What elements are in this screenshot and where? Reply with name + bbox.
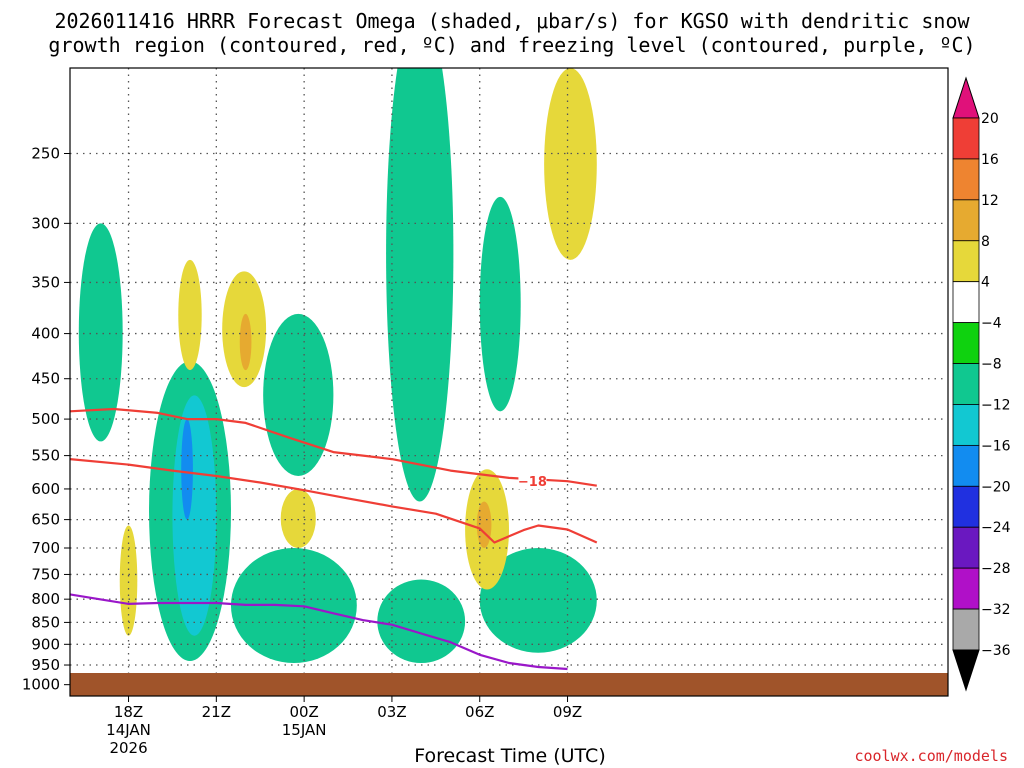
colorbar-band-5 [952, 281, 980, 324]
colorbar-label-4: 4 [981, 275, 990, 291]
contour-label-1: −18 [518, 475, 547, 490]
ytick-label-350: 350 [31, 273, 60, 291]
colorbar-band-13 [952, 608, 980, 651]
ytick-label-500: 500 [31, 410, 60, 428]
xtick-date-15JAN: 15JAN [282, 721, 327, 739]
contour-layer: −18 [70, 407, 598, 671]
colorbar: 20 16 12 8 4 −4 −8 −12 −16 −20 −24 −28 −32 −36 [952, 76, 1011, 692]
contour-line-1 [70, 458, 598, 544]
ytick-label-950: 950 [31, 656, 60, 674]
colorbar-band-4 [952, 240, 980, 283]
colorbar-label-1: 16 [981, 152, 999, 168]
omega-region-6 [377, 579, 466, 663]
colorbar-label-12: −32 [981, 602, 1011, 618]
ytick-label-850: 850 [31, 613, 60, 631]
contour-label-bg-1 [518, 473, 547, 490]
ytick-label-600: 600 [31, 480, 60, 498]
omega-region-9 [181, 419, 193, 520]
ytick-label-1000: 1000 [22, 676, 60, 694]
colorbar-label-8: −16 [981, 438, 1011, 454]
colorbar-band-2 [952, 158, 980, 201]
omega-region-17 [280, 488, 316, 549]
colorbar-bottom-arrow [952, 649, 980, 692]
colorbar-label-5: −4 [981, 316, 1002, 332]
colorbar-band-11 [952, 526, 980, 569]
colorbar-band-7 [952, 363, 980, 405]
colorbar-band-9 [952, 444, 980, 487]
contour-line-2 [70, 593, 568, 671]
ytick-label-800: 800 [31, 590, 60, 608]
ytick-label-400: 400 [31, 325, 60, 343]
colorbar-label-10: −24 [981, 520, 1011, 536]
xtick-label-03Z: 03Z [377, 703, 406, 721]
omega-region-3 [263, 313, 334, 476]
colorbar-band-10 [952, 485, 980, 528]
grid-lines [70, 68, 948, 696]
colorbar-band-12 [952, 567, 980, 610]
colorbar-band-8 [952, 404, 980, 446]
ytick-label-650: 650 [31, 511, 60, 529]
xtick-date-14JAN: 14JAN [106, 721, 151, 739]
omega-region-16 [119, 525, 138, 636]
ytick-label-300: 300 [31, 214, 60, 232]
colorbar-label-7: −12 [981, 397, 1011, 413]
ytick-label-750: 750 [31, 565, 60, 583]
colorbar-label-13: −36 [981, 643, 1011, 659]
xtick-label-18Z: 18Z [114, 703, 143, 721]
xtick-label-00Z: 00Z [289, 703, 318, 721]
colorbar-label-6: −8 [981, 357, 1002, 373]
colorbar-label-0: 20 [981, 111, 999, 127]
xtick-label-21Z: 21Z [202, 703, 231, 721]
omega-region-10 [178, 259, 202, 371]
x-axis-label: Forecast Time (UTC) [414, 745, 606, 767]
xtick-label-06Z: 06Z [465, 703, 494, 721]
omega-region-7 [479, 548, 597, 653]
ytick-label-700: 700 [31, 539, 60, 557]
colorbar-label-9: −20 [981, 479, 1011, 495]
colorbar-top-arrow [952, 76, 980, 119]
omega-region-15 [476, 501, 492, 549]
colorbar-label-11: −28 [981, 561, 1011, 577]
ytick-label-450: 450 [31, 370, 60, 388]
colorbar-band-3 [952, 199, 980, 242]
ytick-label-550: 550 [31, 447, 60, 465]
y-axis: 250 300 350 400 450 500 550 600 650 700 750 800 850 9… [22, 144, 70, 694]
ytick-label-250: 250 [31, 144, 60, 162]
omega-region-4 [386, 68, 454, 502]
xtick-label-09Z: 09Z [553, 703, 582, 721]
colorbar-label-2: 12 [981, 193, 999, 209]
colorbar-band-1 [952, 117, 980, 160]
plot-frame [69, 67, 949, 697]
omega-region-0 [78, 223, 123, 442]
omega-region-12 [239, 313, 252, 371]
omega-region-5 [479, 196, 521, 412]
contour-line-0 [70, 407, 597, 487]
omega-region-13 [544, 68, 597, 260]
chart-title: 2026011416 HRRR Forecast Omega (shaded, … [54, 9, 970, 33]
xtick-year-2026: 2026 [109, 739, 147, 757]
credit-text: coolwx.com/models [854, 747, 1008, 765]
chart-subtitle: growth region (contoured, red, ºC) and f… [48, 33, 976, 57]
ytick-label-900: 900 [31, 635, 60, 653]
ground-strip [70, 673, 948, 696]
colorbar-label-3: 8 [981, 234, 990, 250]
colorbar-band-6 [952, 322, 980, 364]
